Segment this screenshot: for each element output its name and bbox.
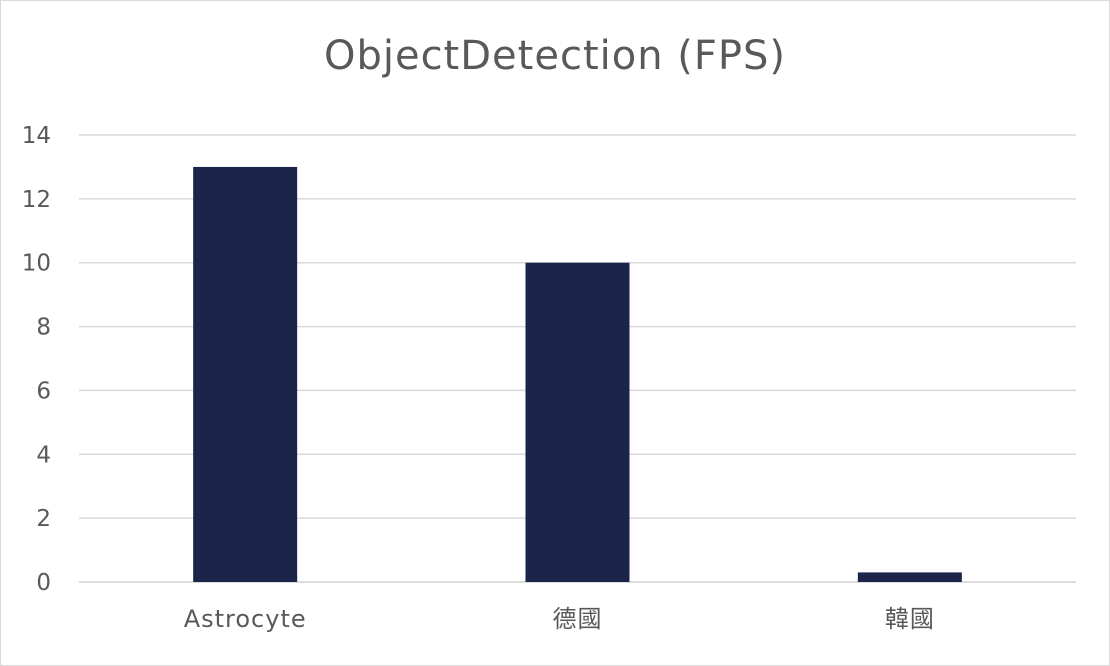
bars <box>193 166 962 582</box>
x-category-label: 德國 <box>553 605 603 633</box>
y-tick-label: 4 <box>36 442 51 468</box>
chart-title: ObjectDetection (FPS) <box>323 33 787 79</box>
y-tick-label: 8 <box>36 315 51 341</box>
bar-2 <box>525 262 630 582</box>
y-tick-label: 14 <box>22 123 51 149</box>
y-tick-label: 6 <box>36 378 51 404</box>
y-tick-label: 10 <box>22 251 51 277</box>
y-axis-tick-labels: 0 2 4 6 8 10 12 14 <box>22 123 51 596</box>
y-tick-label: 12 <box>22 187 51 213</box>
x-axis-category-labels: Astrocyte 德國 韓國 <box>184 605 935 633</box>
bar-3 <box>857 572 962 582</box>
bar-1 <box>193 166 298 582</box>
y-tick-label: 0 <box>36 570 51 596</box>
y-tick-label: 2 <box>36 506 51 532</box>
x-category-label: 韓國 <box>885 605 935 633</box>
x-category-label: Astrocyte <box>184 605 307 633</box>
